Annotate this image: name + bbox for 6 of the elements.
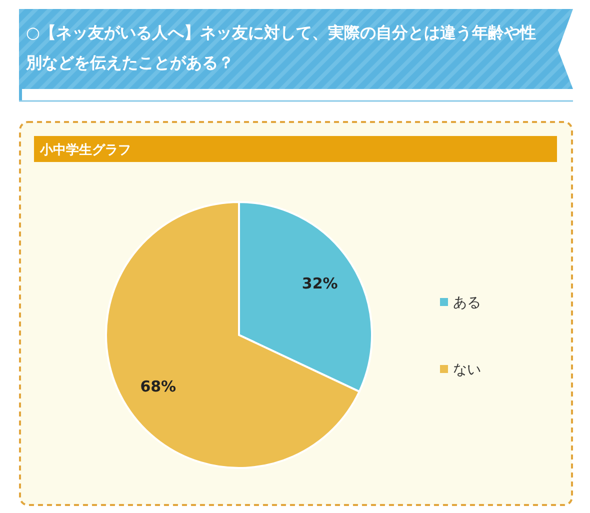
chart-subtitle: 小中学生グラフ	[39, 143, 131, 158]
data-label: 32%	[302, 274, 338, 293]
data-label: 68%	[140, 377, 176, 396]
legend-label: ある	[453, 295, 481, 311]
chart-title: ○【ネッ友がいる人へ】ネッ友に対して、実際の自分とは違う年齢や性別などを伝えたことがある？	[26, 22, 537, 74]
legend-label: ない	[453, 362, 481, 378]
